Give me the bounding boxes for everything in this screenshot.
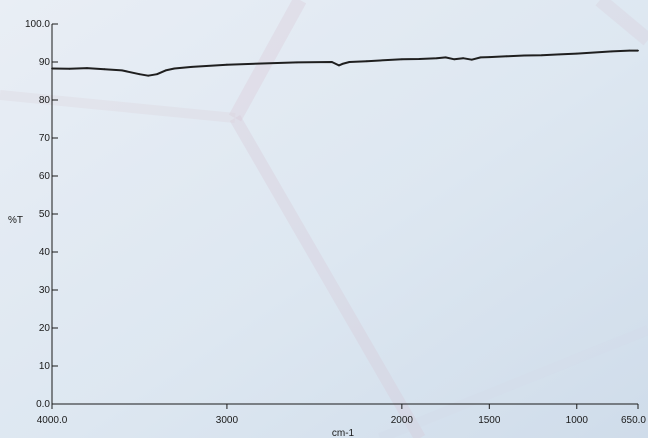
spectrum-line [51, 49, 638, 77]
data-point [523, 54, 526, 57]
y-tick-label: 100.0 [25, 19, 50, 30]
x-ticks: 4000.0 3000 2000 1500 1000 650.0 [37, 404, 646, 426]
data-point [51, 67, 53, 70]
x-tick-label: 650.0 [621, 415, 646, 426]
data-point [505, 55, 508, 58]
axes [51, 24, 638, 405]
y-ticks: 0.0 10 20 30 40 50 60 70 80 90 100.0 [25, 19, 58, 410]
data-point [418, 58, 421, 60]
x-tick-label: 1500 [478, 415, 501, 426]
data-point [226, 63, 228, 66]
y-tick-label: 90 [39, 57, 51, 68]
data-point [338, 64, 340, 67]
data-point [331, 61, 333, 63]
data-point [479, 56, 482, 59]
data-point [462, 57, 464, 60]
data-point [261, 62, 263, 65]
x-tick-label: 2000 [391, 415, 414, 426]
data-point [191, 66, 193, 68]
data-point [593, 51, 596, 54]
x-tick-label: 4000.0 [37, 415, 68, 426]
data-point [147, 74, 150, 77]
data-point [435, 57, 438, 60]
data-point [558, 53, 561, 56]
data-point [341, 63, 344, 65]
data-point [610, 50, 613, 53]
data-point [86, 67, 88, 69]
data-point [470, 58, 473, 61]
data-point [453, 58, 456, 61]
data-point [348, 61, 351, 63]
y-tick-label: 0.0 [36, 399, 50, 410]
y-tick-label: 50 [39, 209, 51, 220]
data-point [444, 56, 447, 59]
data-point [68, 67, 71, 70]
data-point [488, 56, 491, 58]
data-point [540, 54, 543, 57]
y-tick-label: 30 [39, 285, 51, 296]
data-point [173, 67, 176, 70]
y-axis-label: %T [8, 215, 23, 226]
data-point [164, 69, 167, 72]
data-point [121, 69, 123, 72]
y-tick-label: 40 [39, 247, 51, 258]
data-point [628, 49, 631, 52]
data-point [296, 61, 298, 64]
x-axis-label: cm-1 [332, 428, 355, 438]
series-layer [51, 49, 639, 77]
y-tick-label: 60 [39, 171, 51, 182]
data-point [156, 73, 158, 76]
data-point [103, 68, 106, 71]
x-tick-label: 1000 [566, 415, 589, 426]
y-tick-label: 20 [39, 323, 51, 334]
data-point [366, 60, 368, 63]
data-point [637, 49, 639, 52]
data-point [401, 58, 403, 61]
x-tick-label: 3000 [216, 415, 239, 426]
y-tick-label: 10 [39, 361, 51, 372]
data-point [138, 73, 141, 76]
y-tick-label: 80 [39, 95, 51, 106]
data-point [575, 52, 578, 55]
y-tick-label: 70 [39, 133, 51, 144]
